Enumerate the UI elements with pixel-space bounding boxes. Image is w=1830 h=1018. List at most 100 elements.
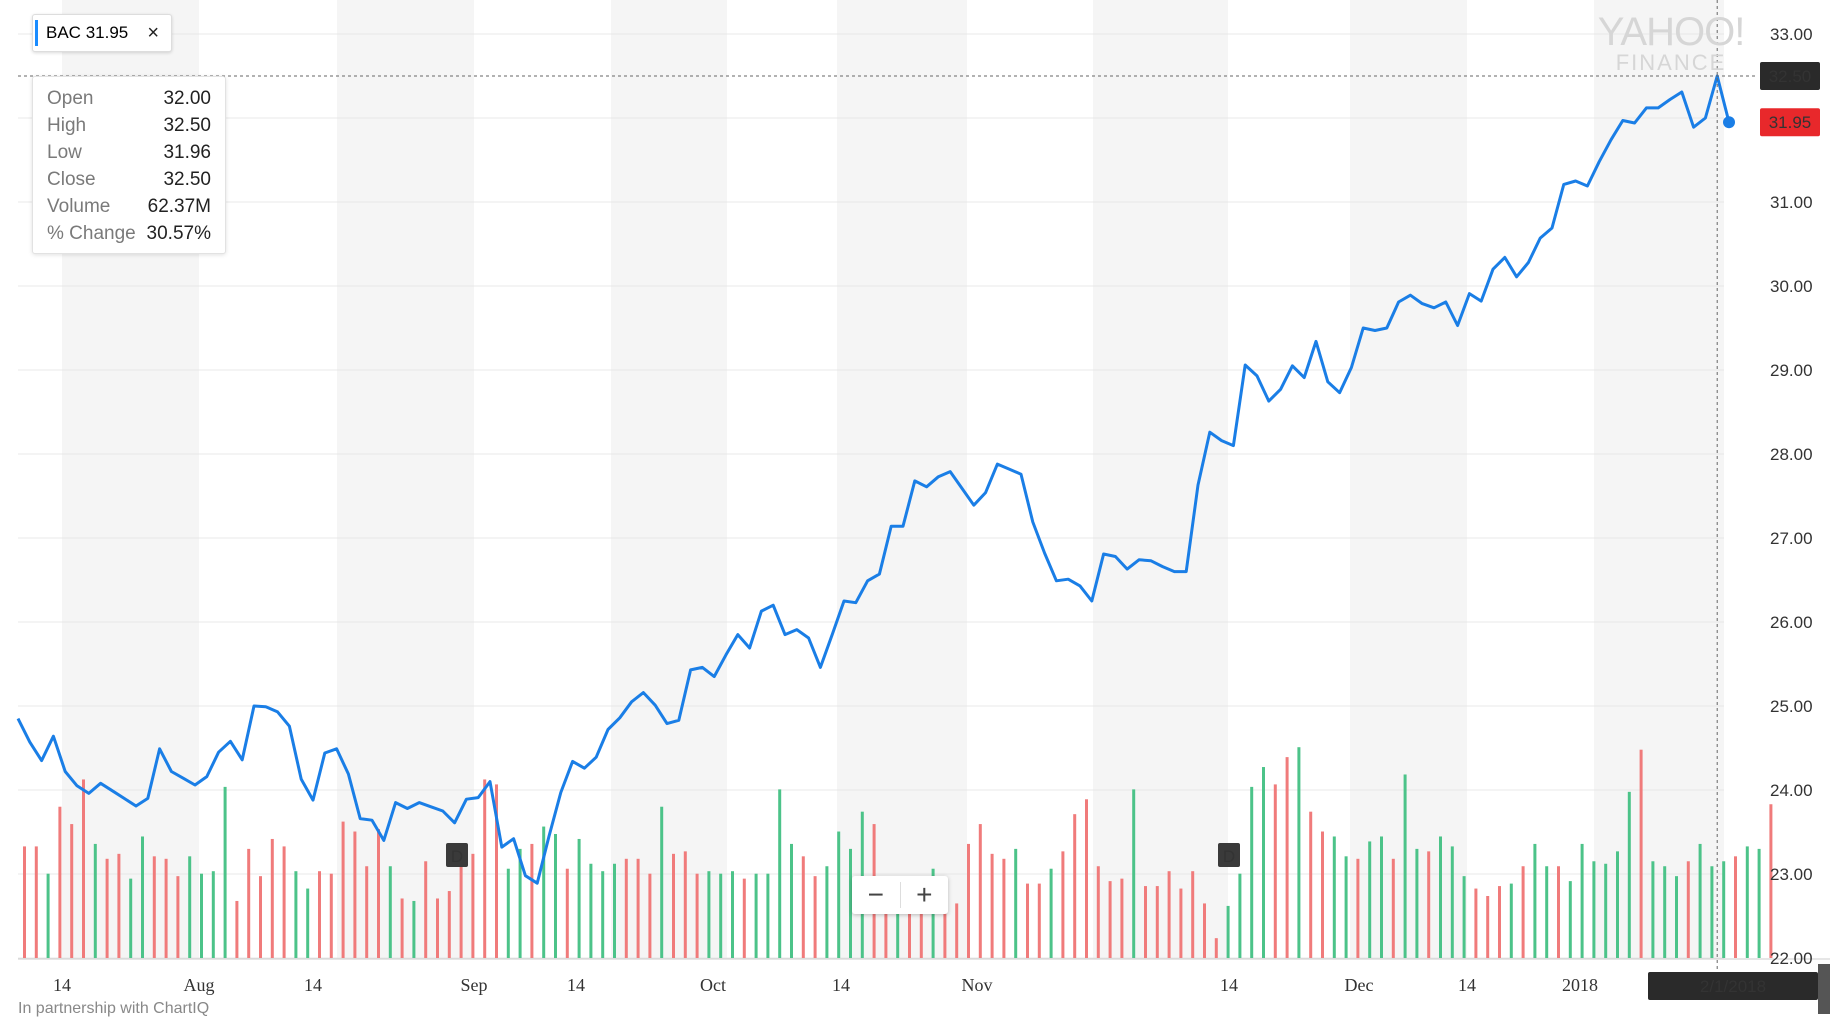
y-axis-labels: 33.00 31.00 30.00 29.00 28.00 27.00 26.00 25.00… — [1770, 25, 1813, 968]
volume-bar — [1226, 905, 1230, 958]
volume-bar — [1391, 858, 1395, 958]
symbol-ticker: BAC — [46, 23, 81, 42]
volume-bar — [683, 851, 687, 958]
volume-bar — [884, 881, 888, 958]
volume-bar — [294, 871, 298, 958]
x-tick-label: Dec — [1345, 975, 1374, 995]
volume-bar — [211, 871, 215, 958]
x-axis-labels: 14 Aug 14 Sep 14 Oct 14 Nov 14 Dec 14 2018 — [53, 975, 1598, 995]
price-line — [16, 74, 1731, 885]
volume-bar — [34, 846, 38, 958]
volume-bar — [672, 853, 675, 958]
volume-bar — [1002, 858, 1006, 958]
volume-bar — [1238, 873, 1242, 958]
volume-bar — [1663, 866, 1667, 958]
volume-bar — [1167, 871, 1171, 958]
tooltip-value: 32.50 — [163, 115, 211, 136]
volume-bar — [46, 873, 50, 958]
volume-bar — [365, 866, 369, 958]
current-price-tag: 31.95 — [1760, 108, 1820, 137]
volume-bar — [565, 868, 569, 958]
close-icon[interactable]: × — [147, 21, 159, 44]
volume-bar — [1120, 878, 1124, 958]
volume-bar — [377, 829, 380, 958]
volume-bar — [1568, 881, 1572, 958]
volume-bar — [1439, 836, 1442, 958]
tooltip-key: % Change — [47, 223, 136, 244]
volume-bar — [1474, 888, 1478, 958]
volume-bar — [1014, 848, 1018, 958]
volume-bar — [1108, 881, 1112, 958]
volume-bar — [1580, 843, 1584, 958]
zoom-out-button[interactable]: − — [867, 879, 884, 910]
tooltip-key: Close — [47, 169, 96, 190]
volume-bar — [1155, 886, 1159, 958]
dividend-marker-box — [446, 843, 468, 867]
volume-bar — [483, 779, 487, 958]
volume-bar — [1639, 749, 1643, 958]
volume-bar — [1037, 883, 1041, 958]
zoom-controls: − + — [852, 876, 948, 914]
dividend-marker-label: D — [451, 847, 463, 866]
x-tick-label: 14 — [304, 975, 322, 995]
volume-bar — [164, 858, 168, 958]
volume-bar — [1179, 888, 1183, 958]
volume-bar — [23, 846, 26, 958]
tooltip-value: 31.96 — [163, 142, 211, 163]
y-tick-label: 30.00 — [1770, 277, 1813, 296]
volume-bar — [919, 893, 923, 958]
period-band — [1350, 0, 1467, 958]
dividend-marker-box — [1218, 843, 1240, 867]
tooltip-row: Volume 62.37M — [47, 193, 211, 220]
volume-bar — [141, 836, 144, 958]
ohlc-tooltip: Open 32.00 High 32.50 Low 31.96 Close 32.50 … — [32, 76, 226, 254]
symbol-chip[interactable]: BAC 31.95 × — [32, 14, 172, 52]
volume-bar — [1049, 868, 1053, 958]
volume-bar — [93, 843, 97, 958]
volume-bar — [1616, 851, 1619, 958]
volume-bar — [282, 846, 286, 958]
tooltip-value: 30.57% — [146, 223, 211, 244]
volume-bar — [837, 831, 841, 958]
volume-bar — [388, 866, 392, 958]
volume-bar — [695, 873, 699, 958]
volume-bar — [1509, 883, 1513, 958]
zoom-divider — [899, 882, 901, 908]
volume-bar — [105, 858, 109, 958]
volume-bar — [447, 891, 451, 958]
volume-bar — [1427, 851, 1431, 958]
volume-bar — [754, 873, 758, 958]
crosshair-date-tag: 2/1/2018 — [1648, 972, 1818, 1000]
y-tick-label: 24.00 — [1770, 781, 1813, 800]
scroll-handle[interactable] — [1818, 964, 1830, 1014]
volume-bar — [1073, 814, 1077, 958]
horizontal-gridlines — [18, 33, 1724, 959]
y-tick-label: 25.00 — [1770, 697, 1813, 716]
x-tick-label: Sep — [461, 975, 488, 995]
tooltip-value: 32.50 — [163, 169, 211, 190]
zoom-in-button[interactable]: + — [916, 879, 933, 910]
volume-bar — [1344, 856, 1348, 958]
volume-bar — [436, 898, 439, 958]
volume-bar — [636, 858, 640, 958]
y-tick-label: 31.00 — [1770, 193, 1813, 212]
period-band — [1093, 0, 1228, 958]
volume-bar — [1061, 851, 1065, 958]
volume-bar — [554, 834, 557, 958]
tooltip-row: % Change 30.57% — [47, 220, 211, 247]
volume-bar — [188, 856, 192, 958]
period-band — [337, 0, 474, 958]
volume-bar — [1214, 938, 1218, 958]
volume-bar — [1085, 799, 1088, 958]
volume-bar — [1250, 786, 1254, 958]
volume-bar — [1757, 848, 1761, 958]
volume-bar — [306, 888, 310, 958]
volume-bar — [329, 873, 333, 958]
x-tick-label: 14 — [1220, 975, 1238, 995]
volume-bar — [200, 873, 203, 958]
volume-bar — [259, 876, 262, 958]
volume-bar — [896, 876, 900, 958]
volume-bar — [1651, 861, 1655, 958]
